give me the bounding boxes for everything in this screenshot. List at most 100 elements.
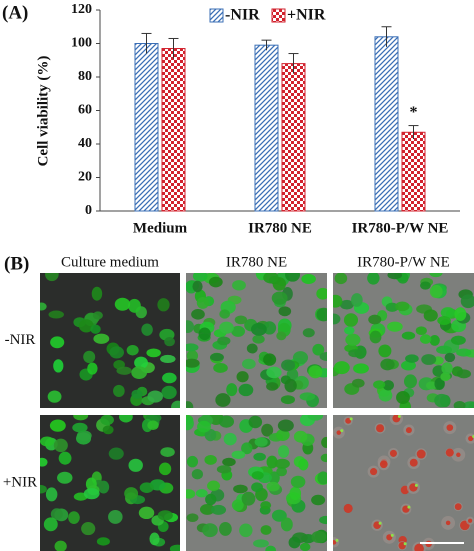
cell (312, 343, 325, 356)
cell (204, 454, 217, 465)
cell (164, 337, 175, 347)
panel-label: (A) (2, 2, 28, 23)
error-bar (261, 39, 272, 51)
image-background (333, 415, 474, 551)
cell-stain (468, 435, 474, 442)
cell (40, 302, 47, 311)
cell (246, 343, 258, 354)
cell (367, 273, 380, 285)
cell (387, 321, 403, 332)
cell (308, 365, 323, 379)
cell-stain (340, 429, 344, 433)
cell (290, 475, 306, 489)
micrograph (186, 415, 327, 551)
cell (333, 313, 341, 325)
cell (281, 359, 296, 371)
cell (444, 352, 456, 363)
cell-stain (378, 521, 382, 525)
cell (429, 273, 443, 278)
cell (387, 273, 403, 280)
cell (440, 372, 451, 382)
cell (253, 539, 269, 548)
cell-stain (409, 458, 418, 467)
cell (271, 291, 288, 305)
cell (437, 315, 451, 326)
cell-stain (379, 460, 388, 469)
cell (195, 489, 208, 498)
cell (53, 359, 64, 373)
cell (261, 423, 274, 437)
cell-stain (467, 518, 473, 523)
cell (147, 420, 159, 431)
error-bar (141, 32, 152, 54)
cell (299, 542, 311, 551)
y-axis-label: Cell viability (%) (35, 56, 51, 167)
cell (138, 506, 155, 520)
cell (348, 349, 363, 358)
cell-stain (343, 503, 353, 513)
cell (276, 331, 287, 341)
cell (368, 314, 382, 325)
cell-stain (414, 483, 418, 487)
cell (58, 451, 72, 465)
cell (131, 389, 143, 399)
cell (403, 374, 417, 389)
cell (158, 462, 172, 476)
panel-label: (B) (4, 253, 29, 274)
column-label: Culture medium (61, 254, 159, 270)
cell (434, 393, 450, 408)
cell (76, 430, 92, 441)
cell (87, 362, 98, 375)
cell (198, 327, 211, 341)
micrograph (333, 415, 474, 551)
error-bar (168, 37, 179, 59)
cell (160, 354, 176, 364)
cell (429, 334, 440, 346)
cell (186, 358, 200, 368)
cell (242, 358, 256, 370)
cell (263, 273, 279, 284)
cell (186, 513, 199, 522)
cell (260, 501, 272, 510)
cell (284, 378, 297, 393)
cell (186, 401, 194, 408)
cell (53, 438, 68, 453)
cell (462, 401, 474, 408)
cell (266, 382, 279, 391)
error-bar (408, 125, 419, 139)
cell (351, 378, 365, 388)
cell (339, 299, 354, 310)
cell (149, 532, 160, 546)
cell (293, 430, 308, 443)
cell (91, 286, 103, 301)
cell (222, 457, 236, 467)
cell (423, 309, 438, 322)
cell (231, 450, 246, 460)
cell (196, 296, 209, 309)
cell (454, 307, 467, 322)
cell (199, 503, 215, 515)
error-bar (288, 53, 299, 74)
cell (186, 320, 194, 333)
cell (334, 273, 348, 285)
cell (108, 509, 123, 524)
y-tick-label: 120 (71, 2, 92, 17)
cell-stain (386, 534, 393, 541)
column-label: IR780 NE (226, 254, 287, 270)
cell (316, 307, 327, 322)
row-label: -NIR (5, 332, 36, 348)
cell (266, 366, 282, 379)
cell (162, 372, 177, 384)
bar (134, 43, 159, 212)
cell (218, 415, 235, 428)
cell (382, 380, 394, 391)
cell (456, 369, 471, 379)
cell (81, 522, 96, 536)
cell (204, 428, 217, 442)
cell (441, 362, 453, 375)
y-tick-label: 20 (78, 170, 92, 185)
cell (215, 393, 231, 407)
cell (275, 429, 290, 441)
cell (134, 356, 148, 369)
